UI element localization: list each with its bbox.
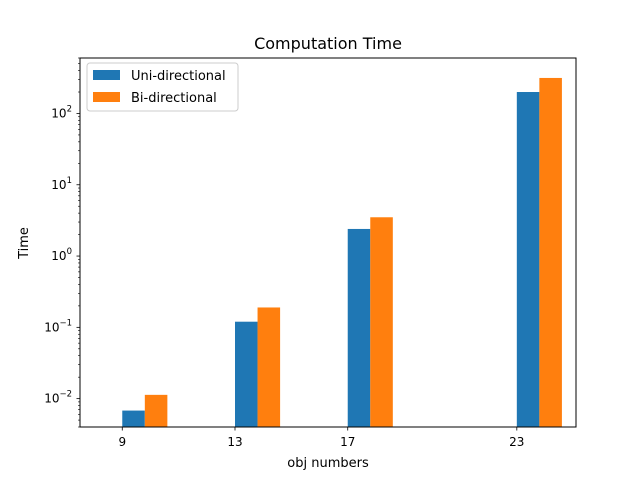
x-tick-label: 13 <box>227 435 242 449</box>
y-tick-label: 102 <box>51 104 72 120</box>
y-tick-label: 10−1 <box>44 318 72 334</box>
plot-frame <box>79 57 577 428</box>
legend-box <box>86 62 239 112</box>
bar-uni-17 <box>347 228 371 427</box>
legend-swatch <box>93 70 120 80</box>
y-axis-label: Time <box>17 227 32 260</box>
legend-label: Uni-directional <box>131 69 226 84</box>
x-axis-label: obj numbers <box>287 456 369 471</box>
bar-uni-13 <box>235 321 258 427</box>
bar-bi-9 <box>144 394 168 427</box>
y-tick-label: 101 <box>51 176 72 192</box>
y-tick-label: 10−2 <box>44 390 72 406</box>
chart-title: Computation Time <box>254 34 402 53</box>
bar-uni-23 <box>516 92 540 427</box>
bar-bi-17 <box>370 217 393 427</box>
legend-swatch <box>93 92 120 102</box>
legend: Uni-directional Bi-directional <box>86 62 239 112</box>
bar-bi-23 <box>539 77 562 427</box>
legend-label: Bi-directional <box>131 91 217 106</box>
bars-layer <box>122 77 562 427</box>
y-tick-label: 100 <box>51 247 72 263</box>
x-tick-label: 17 <box>340 435 355 449</box>
bar-bi-13 <box>257 307 281 427</box>
y-axis: 10−2 10−1 100 101 102 <box>44 57 80 428</box>
x-tick-label: 9 <box>118 435 126 449</box>
x-axis: 9 13 17 23 <box>118 427 524 449</box>
bar-uni-9 <box>122 410 145 427</box>
x-tick-label: 23 <box>509 435 524 449</box>
